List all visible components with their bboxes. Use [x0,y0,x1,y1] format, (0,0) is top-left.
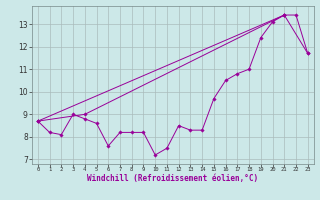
X-axis label: Windchill (Refroidissement éolien,°C): Windchill (Refroidissement éolien,°C) [87,174,258,183]
